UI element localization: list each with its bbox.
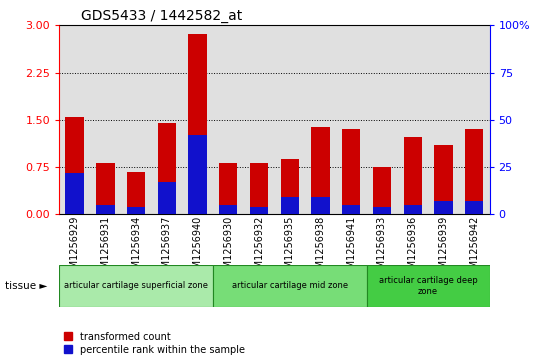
Bar	[65, 117, 84, 214]
Bar	[188, 135, 207, 214]
Bar	[312, 127, 330, 214]
Bar	[342, 129, 360, 214]
Text: articular cartilage deep
zone: articular cartilage deep zone	[379, 276, 477, 295]
Bar	[366, 265, 490, 307]
Bar	[280, 197, 299, 214]
Bar	[280, 159, 299, 214]
Bar	[312, 197, 330, 214]
Bar	[219, 205, 237, 214]
Legend: transformed count, percentile rank within the sample: transformed count, percentile rank withi…	[64, 331, 245, 355]
Bar	[59, 265, 213, 307]
Bar	[465, 129, 484, 214]
Bar	[342, 205, 360, 214]
Bar	[434, 145, 452, 214]
Bar	[188, 34, 207, 214]
Text: tissue ►: tissue ►	[5, 281, 48, 291]
Bar	[434, 201, 452, 214]
Text: GDS5433 / 1442582_at: GDS5433 / 1442582_at	[81, 9, 242, 23]
Bar	[465, 201, 484, 214]
Bar	[219, 163, 237, 214]
Bar	[404, 205, 422, 214]
Bar	[127, 207, 145, 214]
Bar	[158, 182, 176, 214]
Bar	[250, 163, 268, 214]
Text: articular cartilage superficial zone: articular cartilage superficial zone	[64, 281, 208, 290]
Bar	[158, 123, 176, 214]
Text: articular cartilage mid zone: articular cartilage mid zone	[232, 281, 348, 290]
Bar	[96, 205, 115, 214]
Bar	[373, 207, 391, 214]
Bar	[213, 265, 366, 307]
Bar	[404, 138, 422, 214]
Bar	[65, 173, 84, 214]
Bar	[127, 172, 145, 214]
Bar	[250, 207, 268, 214]
Bar	[96, 163, 115, 214]
Bar	[373, 167, 391, 214]
